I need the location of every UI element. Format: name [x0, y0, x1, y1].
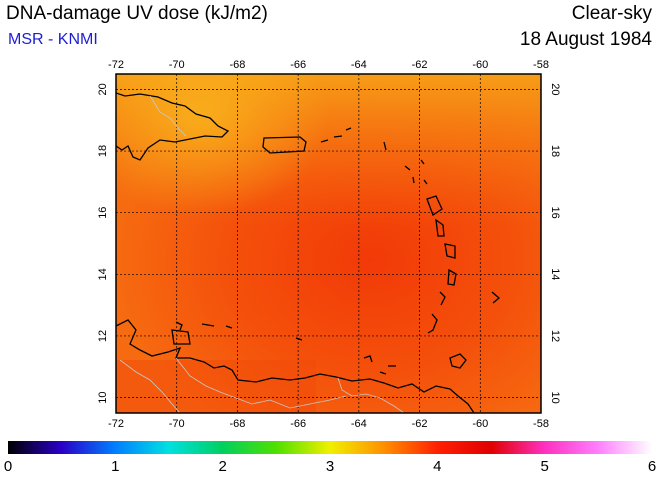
lon-tick-label: -68 [229, 59, 245, 71]
date-label: 18 August 1984 [519, 29, 652, 50]
lon-tick-label: -64 [351, 59, 367, 71]
colorbar-tick-label: 2 [218, 458, 227, 475]
lat-tick-label: 20 [549, 83, 561, 95]
coastlines [116, 92, 501, 413]
colorbar-tick-label: 4 [433, 458, 442, 475]
lat-tick-label: 18 [97, 145, 109, 157]
south-america-coast [116, 319, 475, 413]
lat-tick-label: 10 [97, 391, 109, 403]
colorbar-tick-label: 1 [111, 458, 120, 475]
latitude-ticks-left: 10 12 14 16 18 20 [97, 83, 109, 403]
sky-condition-label: Clear-sky [571, 3, 652, 24]
lat-lon-grid [115, 74, 542, 413]
lat-tick-label: 10 [549, 391, 561, 403]
lon-tick-label: -60 [472, 418, 488, 430]
longitude-ticks-bottom: -72 -70 -68 -66 -64 -62 -60 -58 [108, 418, 549, 430]
lat-tick-label: 18 [549, 145, 561, 157]
lat-tick-label: 12 [97, 330, 109, 342]
lon-tick-label: -66 [290, 59, 306, 71]
caribbean-small-islands [171, 321, 467, 375]
lat-tick-label: 14 [549, 268, 561, 280]
uv-field [116, 74, 541, 413]
lon-tick-label: -70 [169, 418, 185, 430]
lat-tick-label: 20 [97, 83, 109, 95]
colorbar-tick-label: 5 [540, 458, 549, 475]
lon-tick-label: -64 [351, 418, 367, 430]
lon-tick-label: -66 [290, 418, 306, 430]
lat-tick-label: 14 [97, 268, 109, 280]
source-label: MSR - KNMI [8, 31, 98, 48]
colorbar-tick-label: 6 [647, 458, 657, 475]
lon-tick-label: -62 [412, 59, 428, 71]
longitude-ticks-top: -72 -70 -68 -66 -64 -62 -60 -58 [108, 59, 549, 71]
puerto-rico-coast [262, 136, 307, 154]
lesser-antilles [383, 141, 501, 334]
uv-dose-map: -72 -70 -68 -66 -64 -62 -60 -58 -72 -70 -68 -66 -64… [97, 59, 561, 430]
virgin-islands [320, 127, 352, 143]
lon-tick-label: -60 [472, 59, 488, 71]
map-frame [115, 73, 542, 414]
lon-tick-label: -72 [108, 418, 124, 430]
lon-tick-label: -62 [412, 418, 428, 430]
lon-tick-label: -68 [229, 418, 245, 430]
colorbar-tick-label: 3 [325, 458, 335, 475]
colorbar-tick-label: 0 [3, 458, 13, 475]
lat-tick-label: 12 [549, 330, 561, 342]
lon-tick-label: -58 [533, 59, 549, 71]
lat-tick-label: 16 [97, 207, 109, 219]
uv-colorbar [8, 441, 652, 454]
chart-title: DNA-damage UV dose (kJ/m2) [6, 3, 268, 24]
hispaniola-coast [116, 92, 230, 161]
national-borders [119, 95, 405, 413]
latitude-ticks-right: 10 12 14 16 18 20 [549, 83, 561, 403]
lon-tick-label: -58 [533, 418, 549, 430]
lon-tick-label: -72 [108, 59, 124, 71]
lat-tick-label: 16 [549, 207, 561, 219]
lon-tick-label: -70 [169, 59, 185, 71]
